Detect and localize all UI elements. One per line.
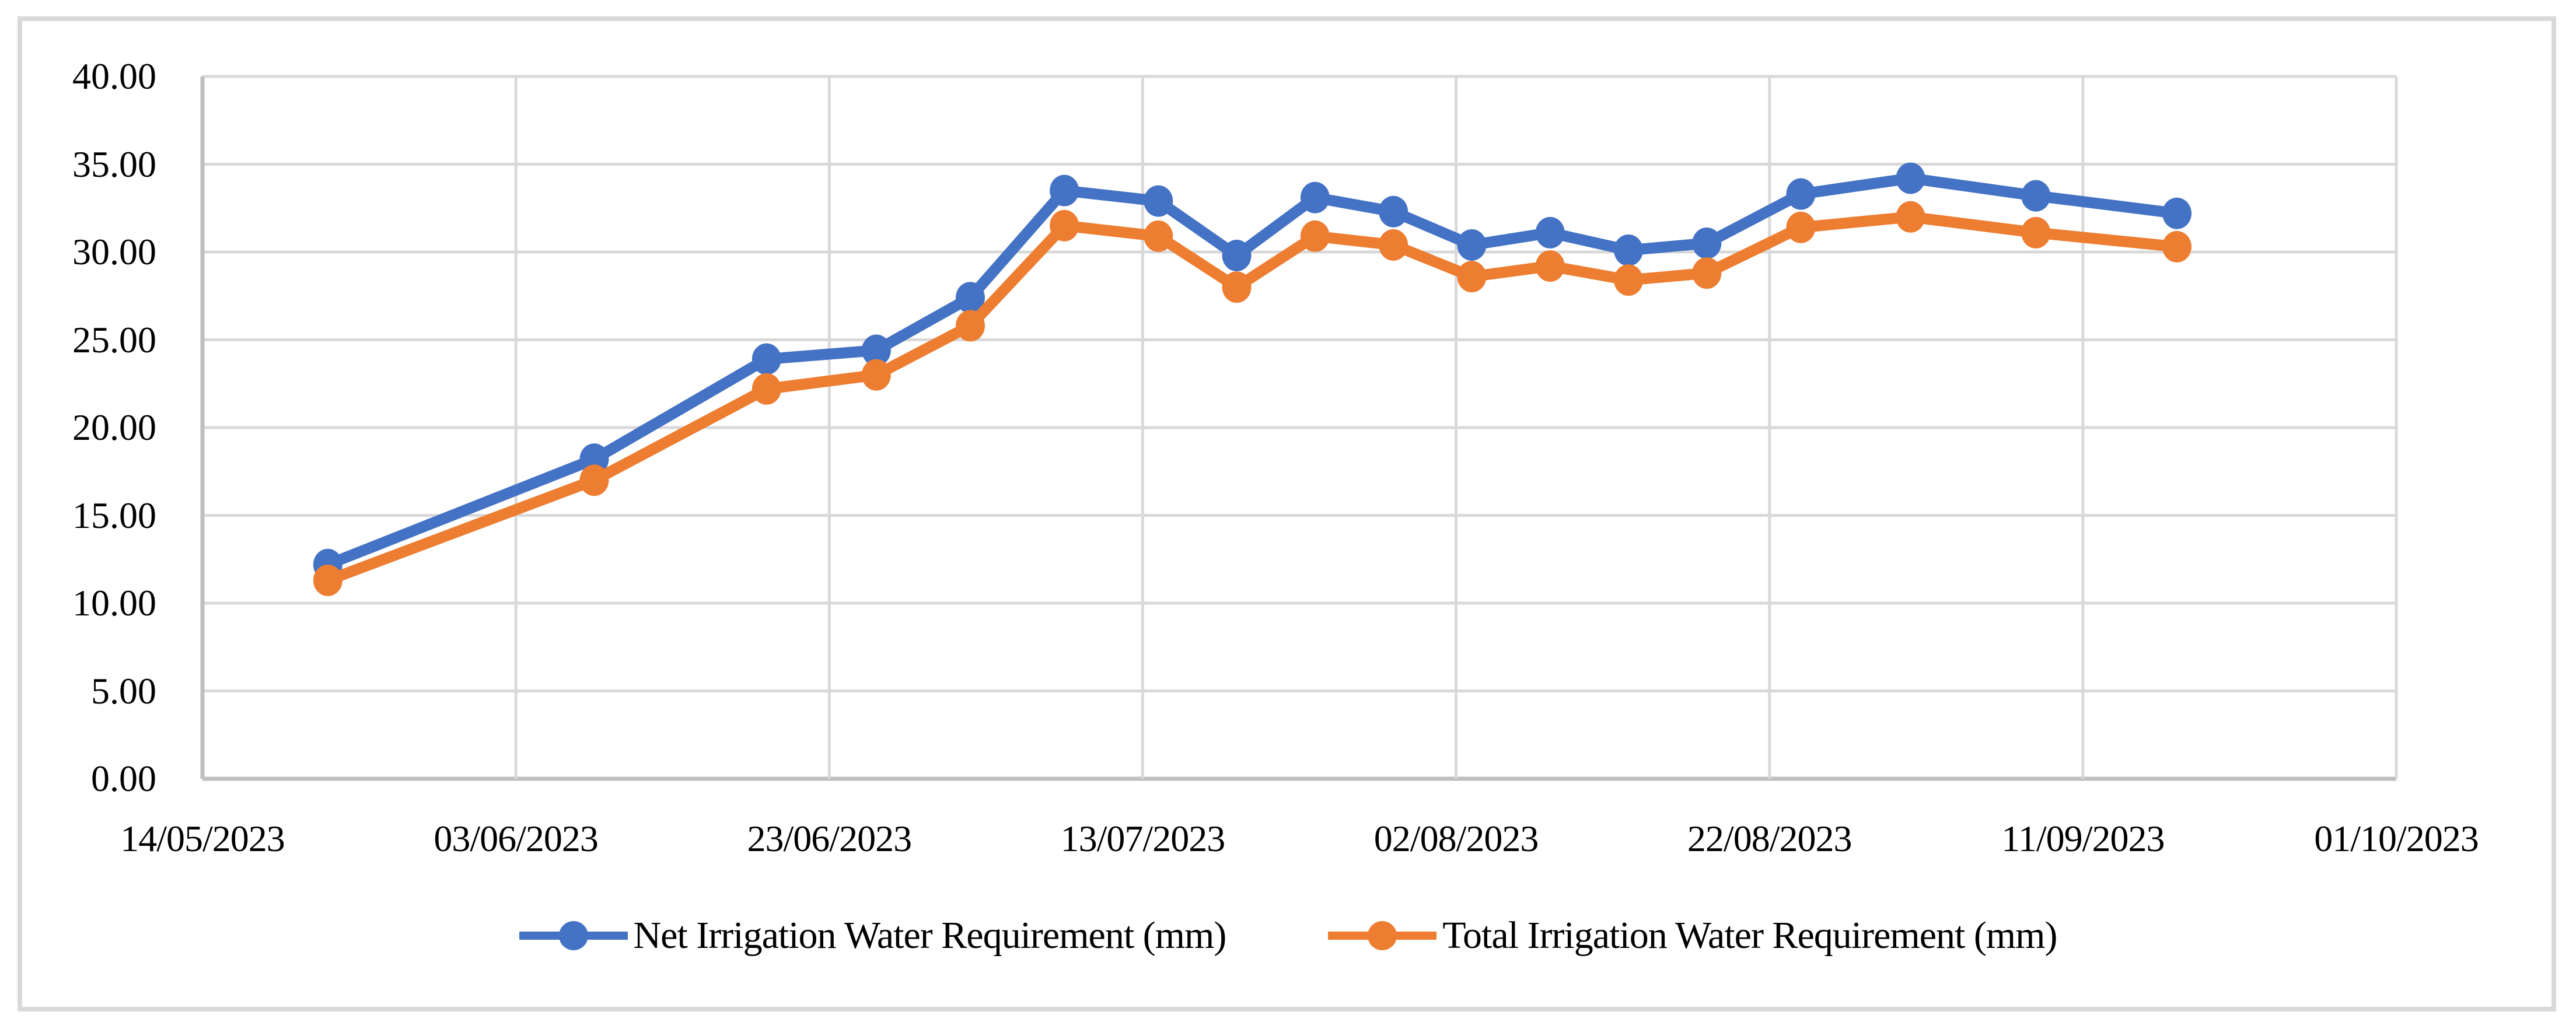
- x-tick-label: 22/08/2023: [1687, 818, 1853, 859]
- data-point-marker: [1896, 162, 1925, 194]
- y-tick-label: 35.00: [72, 143, 156, 185]
- data-point-marker: [1050, 209, 1079, 242]
- data-point-marker: [752, 343, 781, 375]
- y-tick-label: 25.00: [72, 318, 156, 360]
- y-tick-label: 0.00: [91, 758, 156, 799]
- series-line-net: [322, 173, 2183, 570]
- data-point-marker: [1786, 211, 1816, 243]
- data-point-marker: [1692, 257, 1722, 289]
- data-point-marker: [2021, 180, 2051, 212]
- series-line-total: [322, 211, 2183, 586]
- data-point-marker: [2162, 197, 2191, 229]
- x-tick-label: 11/09/2023: [2001, 818, 2165, 859]
- y-tick-label: 10.00: [72, 582, 156, 624]
- y-tick-label: 40.00: [72, 55, 156, 97]
- legend-line-marker-icon: [519, 921, 628, 950]
- data-point-marker: [1614, 264, 1643, 296]
- legend-item-total: Total Irrigation Water Requirement (mm): [1328, 914, 2057, 958]
- chart-legend: Net Irrigation Water Requirement (mm) Tot…: [0, 914, 2576, 958]
- data-point-marker: [861, 334, 891, 366]
- y-tick-label: 30.00: [72, 231, 156, 272]
- data-point-marker: [1457, 229, 1487, 261]
- chart-border: [18, 16, 2556, 1012]
- data-point-marker: [1457, 261, 1487, 293]
- data-point-marker: [1050, 174, 1079, 206]
- data-point-marker: [1300, 181, 1330, 214]
- legend-label: Net Irrigation Water Requirement (mm): [633, 914, 1227, 957]
- data-point-marker: [1535, 216, 1565, 249]
- data-point-marker: [752, 373, 781, 405]
- data-point-marker: [1535, 250, 1565, 282]
- y-tick-label: 20.00: [72, 407, 156, 448]
- data-point-marker: [1896, 201, 1925, 233]
- data-point-marker: [1222, 271, 1252, 303]
- y-tick-label: 5.00: [91, 670, 156, 712]
- data-point-marker: [1379, 229, 1408, 261]
- data-point-marker: [1144, 185, 1173, 217]
- data-point-marker: [861, 359, 891, 391]
- x-tick-label: 14/05/2023: [120, 818, 285, 859]
- data-point-marker: [1144, 220, 1173, 252]
- legend-item-net: Net Irrigation Water Requirement (mm): [519, 914, 1226, 958]
- data-point-marker: [313, 564, 342, 596]
- data-point-marker: [1379, 195, 1408, 228]
- data-point-marker: [579, 464, 609, 496]
- data-point-marker: [1786, 178, 1816, 210]
- x-tick-label: 23/06/2023: [747, 818, 913, 859]
- x-tick-label: 01/10/2023: [2314, 818, 2479, 859]
- x-tick-label: 03/06/2023: [434, 818, 599, 859]
- legend-label: Total Irrigation Water Requirement (mm): [1442, 914, 2057, 957]
- data-point-marker: [1614, 234, 1643, 266]
- x-tick-label: 13/07/2023: [1060, 818, 1226, 859]
- data-point-marker: [956, 282, 985, 314]
- data-point-marker: [2021, 216, 2051, 249]
- legend-line-marker-icon: [1328, 921, 1437, 950]
- data-point-marker: [956, 310, 985, 342]
- data-point-marker: [2162, 230, 2191, 262]
- x-tick-label: 02/08/2023: [1373, 818, 1539, 859]
- y-tick-label: 15.00: [72, 494, 156, 536]
- data-point-marker: [1300, 220, 1330, 252]
- data-point-marker: [1222, 240, 1252, 272]
- data-point-marker: [1692, 227, 1722, 259]
